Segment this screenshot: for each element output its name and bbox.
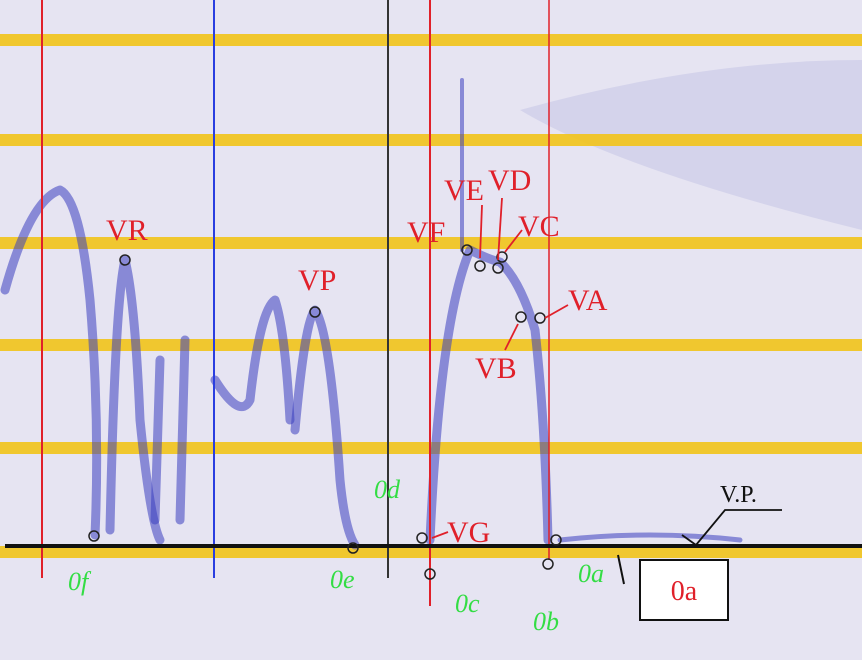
label: 0b [533, 607, 559, 636]
label: VB [475, 352, 517, 385]
label: VR [106, 214, 148, 247]
recording: VR VP VF VE VD VC VA VB VG V.P. 0d 0f 0e… [0, 0, 862, 660]
label: 0c [455, 589, 480, 618]
box-label: 0a [671, 576, 698, 607]
label: VC [518, 210, 560, 243]
label: VA [568, 284, 608, 317]
label: VE [444, 174, 484, 207]
label: VD [488, 164, 531, 197]
label: VG [447, 516, 490, 549]
label: VP [298, 264, 336, 297]
label: 0e [330, 565, 355, 594]
label: 0a [578, 559, 604, 588]
label: VF [407, 216, 445, 249]
label: 0d [374, 475, 401, 504]
label: V.P. [720, 482, 757, 508]
